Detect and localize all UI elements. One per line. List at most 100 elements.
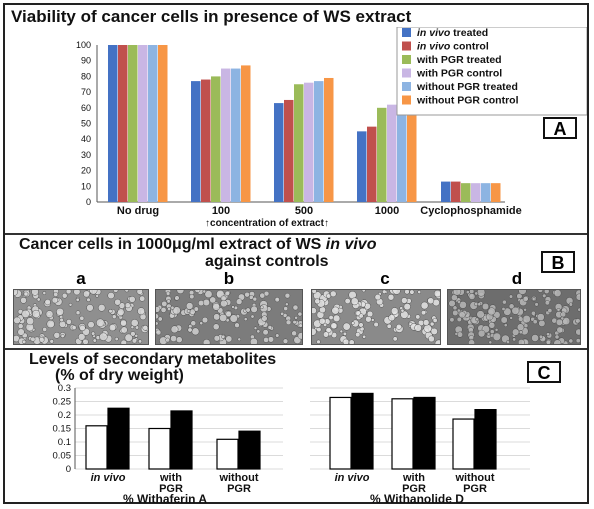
cell-dot [219,313,228,322]
cell-dot [430,327,438,335]
cell-dot [186,309,191,313]
y-tick-label: 60 [81,103,91,113]
withanolide-x-label: PGR [463,483,487,495]
y-tick-label: 70 [81,87,91,97]
cell-dot [111,314,117,320]
cell-dot [452,290,462,296]
bar-4-1 [451,181,461,202]
cell-dot [476,290,486,297]
cell-dot [568,302,573,307]
cell-dot [342,338,350,344]
cell-dot [532,319,538,325]
cell-dot [344,298,351,305]
cell-dot [465,290,470,295]
cell-dot [554,334,560,340]
cell-dot [331,306,340,315]
micrograph-c [311,289,441,345]
cell-dot [97,304,106,312]
legend-label: without PGR control [416,95,519,107]
cell-dot [42,327,48,332]
cell-dot [59,317,64,323]
cell-dot [209,296,217,304]
cell-dot [202,338,211,344]
cell-dot [492,332,502,341]
cell-dot [409,290,415,295]
x-axis-label: ↑concentration of extract↑ [205,218,329,227]
cell-dot [374,293,381,301]
cell-dot [518,290,527,295]
cell-dot [256,329,261,334]
cell-dot [392,336,398,342]
cell-dot [395,323,402,330]
cell-dot [176,290,185,295]
cell-dot [508,303,515,310]
cell-dot [108,309,113,314]
cell-dot [365,315,372,323]
cell-dot [166,299,171,304]
x-tick-label: 100 [212,205,230,217]
y-tick-label: 20 [81,166,91,176]
cell-dot [511,306,520,315]
cell-dot [108,324,117,332]
withanolide-bar-0-0 [329,396,352,470]
cell-dot [314,298,321,305]
cell-dot [503,323,508,328]
cell-dot [96,318,105,328]
cell-dot [508,294,514,299]
bar-0-2 [128,45,138,202]
withaferin-bar-2-1 [238,430,261,470]
cell-dot [170,305,175,310]
legend-label: with PGR treated [416,54,502,66]
cell-dot [560,311,567,318]
cell-dot [373,321,379,328]
cell-dot [312,327,317,336]
cell-dot [553,339,562,344]
cell-dot [45,310,54,318]
cell-dot [350,297,359,306]
y-tick-label: 80 [81,71,91,81]
cell-dot [31,309,41,318]
cell-dot [120,339,128,344]
cell-dot [382,290,387,294]
cell-dot [332,314,341,322]
cell-dot [283,306,289,311]
cell-dot [502,299,507,305]
cell-dot [30,336,36,342]
cell-dot [191,327,200,336]
cell-dot [14,290,18,296]
cell-dot [234,322,240,328]
cell-dot [538,319,546,327]
cell-dot [538,334,543,339]
cell-dot [244,291,250,298]
cell-dot [130,319,139,327]
cell-dot [20,297,27,304]
y-tick-label: 0.25 [53,397,72,408]
cell-dot [487,307,496,316]
cell-dot [201,316,209,324]
cell-dot [339,329,344,334]
bar-4-4 [481,183,491,202]
cell-dot [160,307,167,313]
cell-dot [512,328,520,336]
cell-dot [172,306,181,315]
cell-dot [312,307,317,315]
cell-dot [362,334,367,339]
bar-1-4 [231,68,241,202]
panel-c-title-line1: Levels of secondary metabolites [29,351,277,368]
cell-dot [500,316,508,324]
withaferin-bar-2-0 [216,438,239,470]
micrograph-b [155,289,303,345]
bar-3-0 [357,131,367,202]
bar-4-0 [441,181,451,202]
micro-label-a: a [76,269,86,288]
cell-dot [434,339,440,344]
cell-dot [38,337,45,343]
cell-dot [420,301,429,310]
cell-dot [65,290,72,295]
cell-dot [17,328,25,336]
bar-3-3 [387,104,397,202]
cell-dot [292,320,297,325]
micrograph-a [13,289,149,345]
cell-dot [68,302,73,307]
cell-dot [249,295,254,300]
